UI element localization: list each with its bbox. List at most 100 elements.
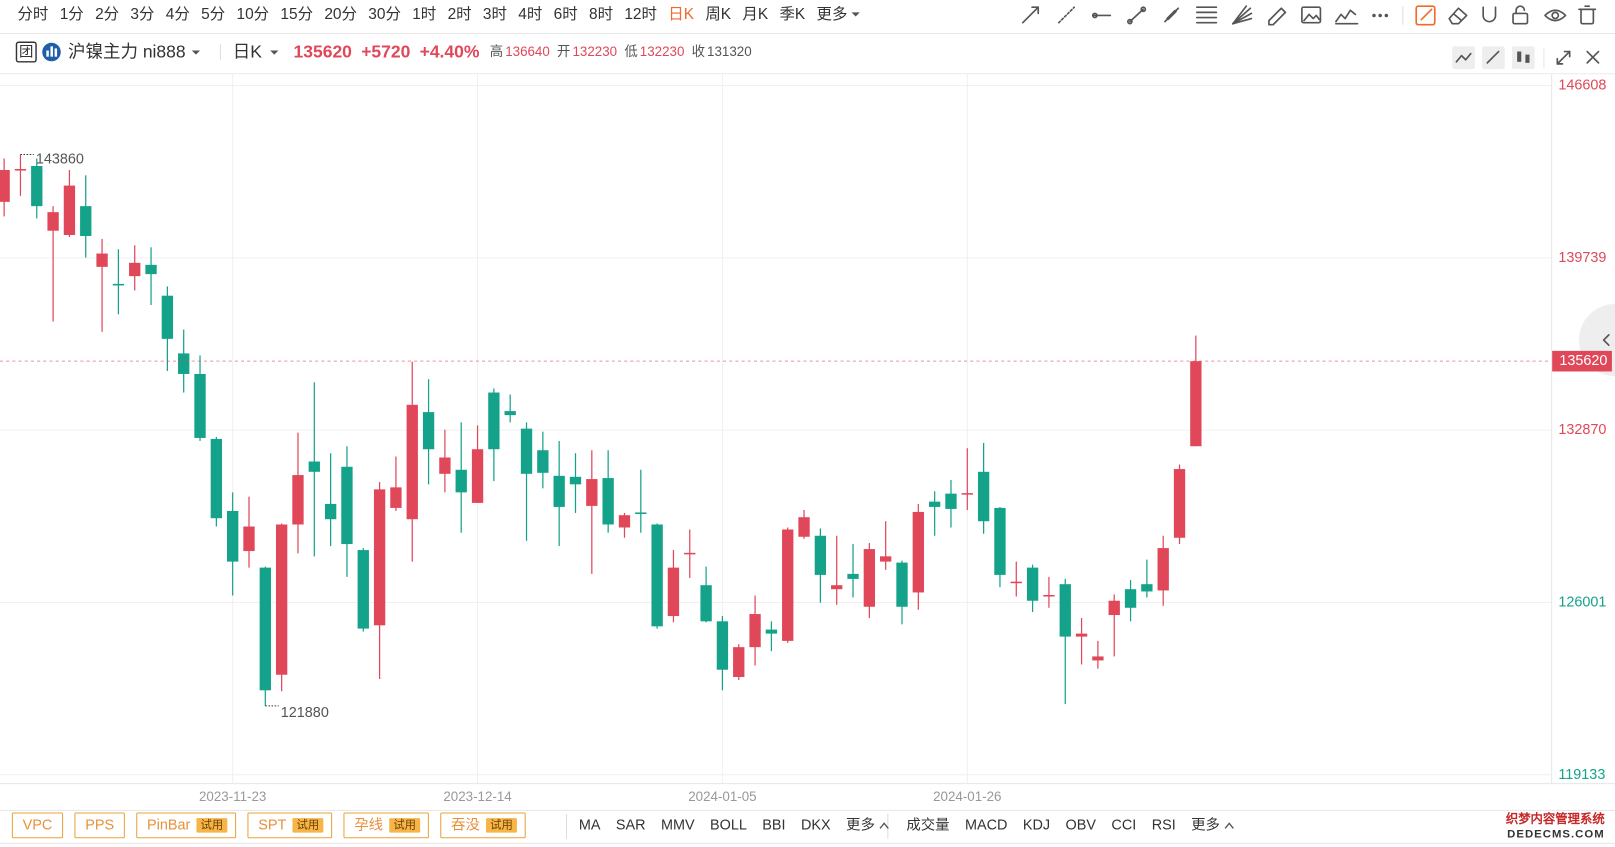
candle-body <box>945 493 957 509</box>
candle-body <box>455 469 467 493</box>
tool-horizontal-line[interactable] <box>1091 12 1112 19</box>
period-tab[interactable]: 10分 <box>237 5 270 23</box>
period-tab[interactable]: 月K <box>742 6 768 23</box>
candle-body <box>733 647 745 678</box>
tool-pen[interactable] <box>1268 7 1287 26</box>
main-indicator[interactable]: DKX <box>801 817 831 833</box>
pattern-name: 吞没 <box>451 816 480 833</box>
candle-body <box>553 475 565 507</box>
period-tab[interactable]: 季K <box>779 5 805 23</box>
candle-body <box>422 412 435 450</box>
candle-body <box>667 567 680 617</box>
btn-draw-icon <box>1486 50 1500 64</box>
period-tab[interactable]: 1时 <box>412 5 436 23</box>
candle-body <box>357 550 369 629</box>
tool-fibonacci[interactable] <box>1196 6 1218 24</box>
trial-tag <box>389 818 421 833</box>
tool-trend[interactable] <box>1164 7 1180 23</box>
candle-body <box>112 283 125 286</box>
period-tab[interactable]: 日K <box>668 6 694 23</box>
y-tick-label: 139739 <box>1558 250 1606 266</box>
logo-bar <box>46 50 49 57</box>
candle-body <box>782 529 794 641</box>
sub-indicator[interactable]: 成交量 <box>906 815 949 833</box>
candle-body <box>145 264 157 275</box>
candle-body <box>716 621 729 670</box>
tool-delete[interactable] <box>1578 5 1597 25</box>
candle-body <box>847 573 859 579</box>
main-indicator[interactable]: SAR <box>616 817 646 833</box>
btn-candle[interactable] <box>1512 46 1535 70</box>
period-tab[interactable]: 2时 <box>448 5 472 23</box>
btn-close[interactable] <box>1586 50 1600 64</box>
period-tab[interactable]: 8时 <box>589 5 613 23</box>
sub-indicator[interactable]: 更多 <box>1191 816 1220 833</box>
candle-body <box>194 373 206 438</box>
tool-edit[interactable] <box>1415 5 1436 26</box>
candle-body <box>1108 600 1120 616</box>
change: +5720 <box>361 42 410 62</box>
period-tab[interactable]: 周K <box>705 6 731 23</box>
tool-more[interactable] <box>1372 13 1389 18</box>
candle-body <box>14 169 27 171</box>
watermark-line2: DEDECMS.COM <box>1507 829 1605 841</box>
pattern-button[interactable] <box>11 812 64 839</box>
sub-indicator[interactable]: OBV <box>1066 817 1097 833</box>
period-tab[interactable]: 分时 <box>18 5 49 23</box>
tool-segment[interactable] <box>1126 6 1147 25</box>
sub-indicator[interactable]: CCI <box>1111 817 1136 833</box>
candle-body <box>161 295 174 339</box>
main-indicator[interactable]: MA <box>579 817 601 833</box>
candle-body <box>765 629 778 634</box>
tool-wave[interactable] <box>1335 9 1359 25</box>
pattern-button[interactable] <box>74 812 125 839</box>
tool-lock[interactable] <box>1512 5 1529 25</box>
period-caret <box>270 50 279 55</box>
period-tab[interactable]: 3分 <box>130 5 154 23</box>
candle-body <box>178 353 190 374</box>
tool-eye[interactable] <box>1544 9 1567 22</box>
candle-body <box>1157 548 1169 591</box>
main-indicator[interactable]: BOLL <box>710 817 747 833</box>
period-tab[interactable]: 12时 <box>624 5 657 23</box>
period-tab[interactable]: 更多 <box>817 5 848 23</box>
candle-body <box>569 476 582 485</box>
candle-body <box>1059 584 1071 637</box>
trial-tag-label: 试用 <box>490 818 513 831</box>
tool-ray[interactable] <box>1021 6 1040 24</box>
period-tab[interactable]: 3时 <box>483 5 507 23</box>
period-tab[interactable]: 30分 <box>368 5 401 23</box>
period-tab[interactable]: 1分 <box>60 5 84 23</box>
last-price-tag-label: 135620 <box>1559 353 1607 369</box>
candle-body <box>1010 581 1022 584</box>
tool-eraser[interactable] <box>1448 7 1468 25</box>
candle-body <box>471 449 484 503</box>
tool-image[interactable] <box>1301 6 1322 24</box>
period-tab[interactable]: 5分 <box>201 5 225 23</box>
btn-candle-icon <box>1525 54 1530 63</box>
sub-indicator[interactable]: RSI <box>1152 817 1176 833</box>
x-tick-label: 2023-11-23 <box>199 789 266 804</box>
period-tab[interactable]: 2分 <box>95 5 119 23</box>
high-label: 高 <box>490 43 503 59</box>
candle-body <box>1043 594 1055 597</box>
sub-indicator[interactable]: MACD <box>965 817 1007 833</box>
tool-magnet[interactable] <box>1482 6 1497 23</box>
period-tab[interactable]: 6时 <box>554 5 578 23</box>
main-indicator[interactable]: 更多 <box>846 816 875 833</box>
tool-dashed-line[interactable] <box>1057 6 1076 24</box>
plot-area: 143860 121880 135620 <box>0 74 1612 784</box>
btn-fullscreen[interactable] <box>1556 50 1571 65</box>
main-indicator[interactable]: BBI <box>762 817 785 833</box>
period-tab[interactable]: 20分 <box>324 5 357 23</box>
candle-body <box>961 493 973 495</box>
period-tab[interactable]: 15分 <box>280 5 313 23</box>
period-tab[interactable]: 4时 <box>518 5 542 23</box>
candle-body <box>912 511 924 593</box>
candle-body <box>537 450 549 473</box>
main-indicator[interactable]: MMV <box>661 817 695 833</box>
sub-indicator[interactable]: KDJ <box>1023 817 1050 833</box>
period-tab[interactable]: 4分 <box>166 5 190 23</box>
tool-fan[interactable] <box>1232 5 1253 25</box>
